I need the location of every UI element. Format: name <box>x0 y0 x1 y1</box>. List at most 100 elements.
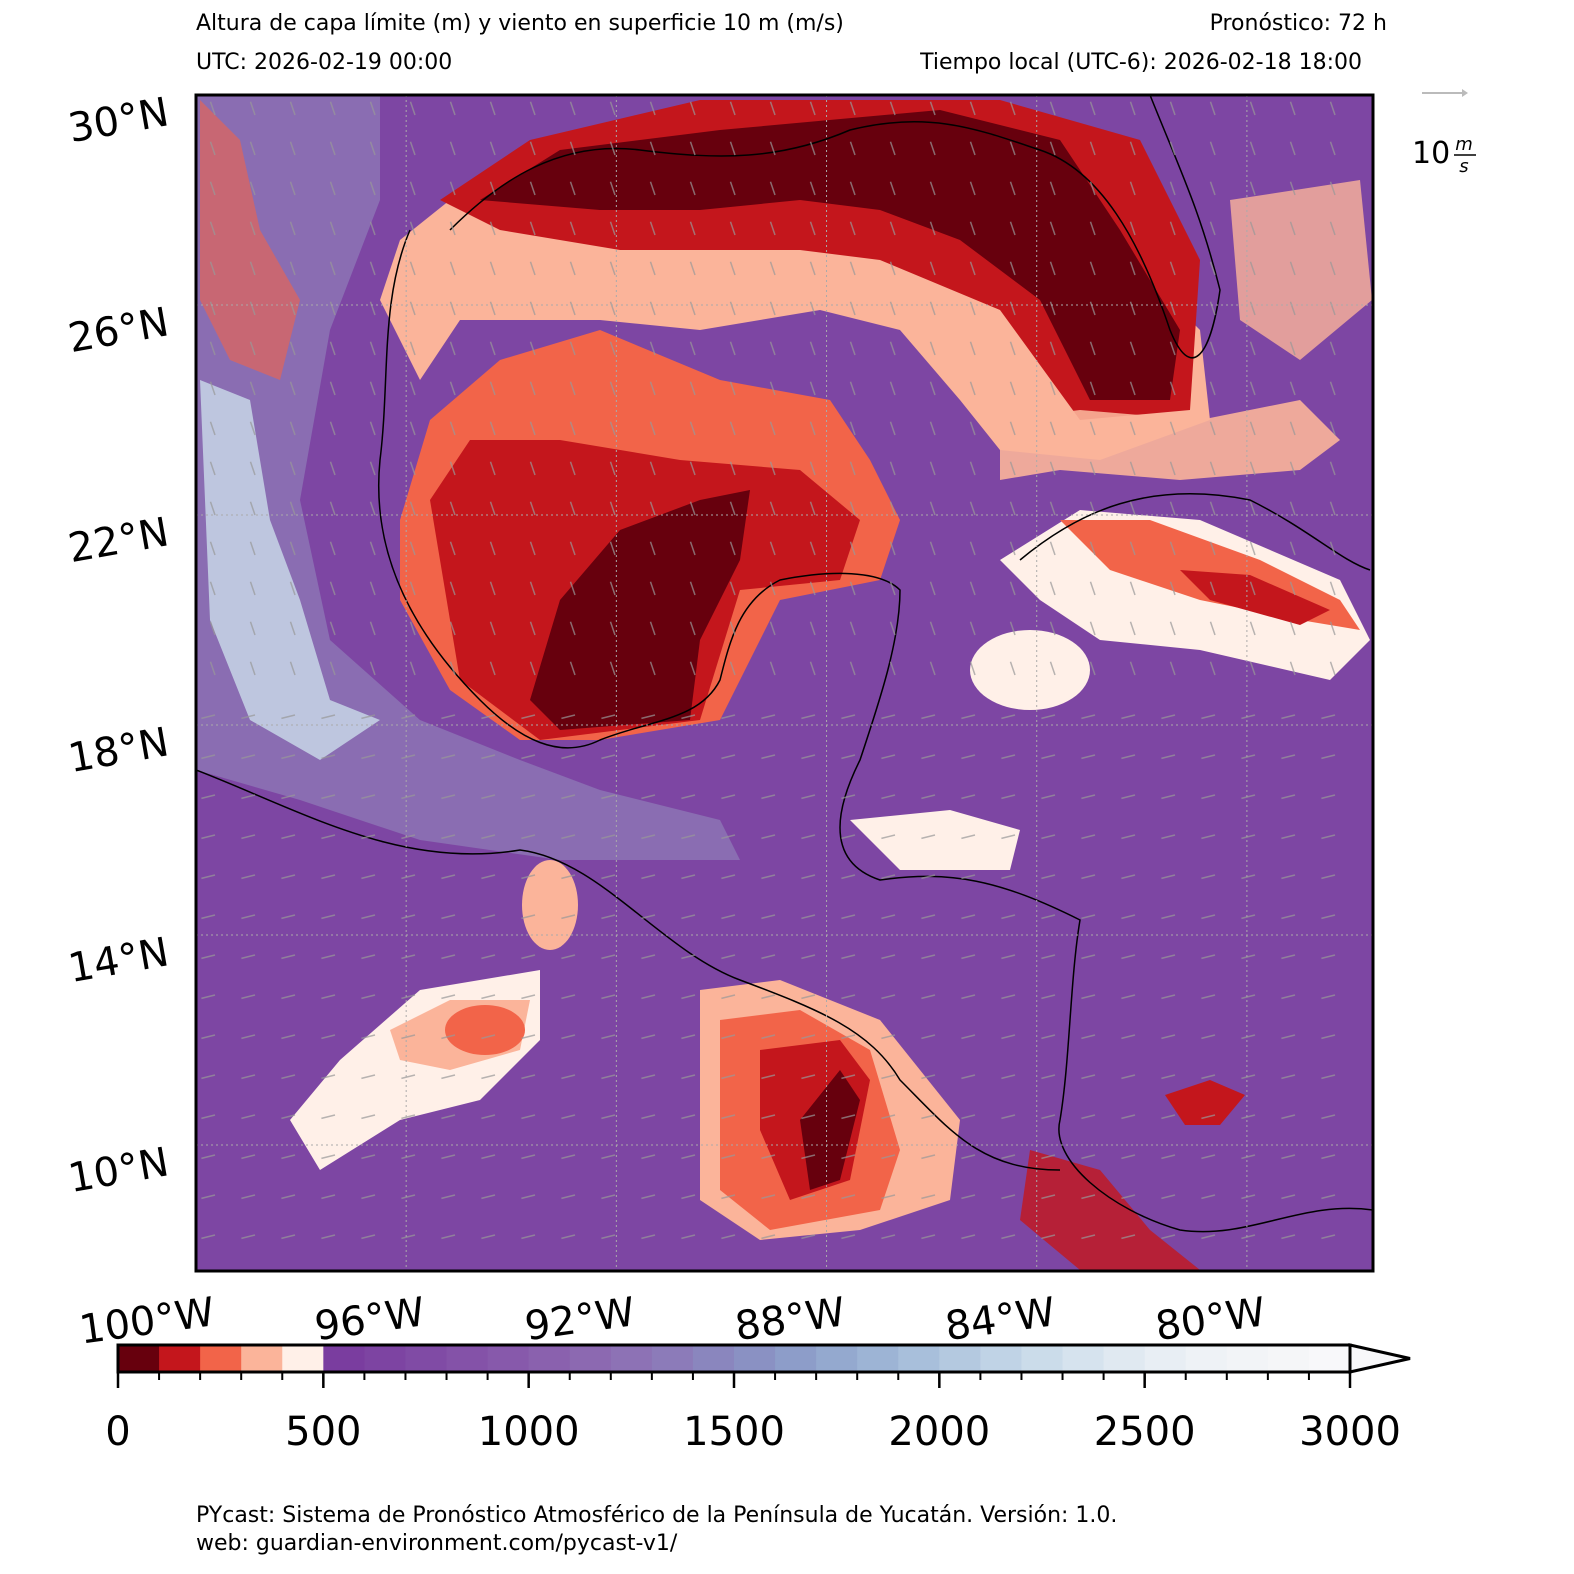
wind-arrow <box>969 301 976 316</box>
wind-arrow <box>841 914 856 920</box>
wind-arrow <box>409 221 416 236</box>
wind-arrow <box>1241 1234 1256 1240</box>
wind-arrow <box>409 341 416 356</box>
wind-arrow <box>1169 621 1176 636</box>
wind-arrow <box>361 914 376 920</box>
wind-arrow <box>289 581 296 596</box>
colorbar-tick-label: 1000 <box>478 1409 580 1455</box>
wind-arrow <box>1081 1154 1096 1160</box>
utc-time: UTC: 2026-02-19 00:00 <box>196 50 452 75</box>
wind-arrow <box>1089 301 1096 316</box>
wind-arrow <box>289 341 296 356</box>
wind-arrow <box>841 714 856 720</box>
wind-arrow <box>489 101 496 116</box>
wind-arrow <box>1209 261 1216 276</box>
wind-arrow <box>1009 501 1016 516</box>
wind-arrow <box>489 221 496 236</box>
wind-arrow <box>249 141 256 156</box>
wind-arrow <box>209 221 216 236</box>
wind-arrow <box>1281 714 1296 720</box>
wind-arrow <box>241 794 256 800</box>
wind-arrow <box>1049 581 1056 596</box>
wind-arrow <box>1329 381 1336 396</box>
wind-arrow <box>1241 794 1256 800</box>
wind-arrow <box>329 181 336 196</box>
wind-arrow <box>529 141 536 156</box>
wind-arrow <box>1241 1074 1256 1080</box>
wind-arrow <box>769 461 776 476</box>
wind-arrow <box>849 301 856 316</box>
wind-arrow <box>289 141 296 156</box>
wind-arrow <box>1169 181 1176 196</box>
wind-arrow <box>1049 141 1056 156</box>
colorbar-bin <box>1226 1345 1269 1372</box>
wind-arrow <box>1121 754 1136 760</box>
wind-arrow <box>1121 1234 1136 1240</box>
wind-arrow <box>369 541 376 556</box>
wind-arrow <box>361 714 376 720</box>
wind-arrow <box>289 101 296 116</box>
wind-arrow <box>1201 754 1216 760</box>
wind-arrow <box>1321 874 1336 880</box>
wind-arrow <box>1129 461 1136 476</box>
wind-arrow <box>1081 954 1096 960</box>
wind-arrow <box>809 221 816 236</box>
wind-arrow <box>289 461 296 476</box>
wind-arrow <box>281 714 296 720</box>
wind-arrow <box>889 221 896 236</box>
wind-arrow <box>521 1234 536 1240</box>
wind-arrow <box>409 661 416 676</box>
wind-arrow <box>281 1154 296 1160</box>
wind-arrow <box>881 954 896 960</box>
wind-arrow <box>689 341 696 356</box>
wind-arrow <box>601 914 616 920</box>
wind-arrow <box>1209 461 1216 476</box>
wind-arrow <box>1041 1034 1056 1040</box>
wind-arrow <box>481 1034 496 1040</box>
wind-arrow <box>569 141 576 156</box>
wind-arrow <box>1041 794 1056 800</box>
wind-arrow <box>561 874 576 880</box>
wind-arrow <box>889 261 896 276</box>
wind-arrow <box>289 261 296 276</box>
lon-tick-label: 88°W <box>732 1289 848 1350</box>
wind-arrow <box>729 141 736 156</box>
wind-arrow <box>401 954 416 960</box>
wind-arrow <box>729 541 736 556</box>
wind-arrow <box>201 1154 216 1160</box>
wind-arrow <box>681 754 696 760</box>
wind-arrow <box>601 994 616 1000</box>
wind-arrow <box>849 221 856 236</box>
wind-arrow <box>881 1194 896 1200</box>
wind-arrow <box>609 421 616 436</box>
wind-arrow <box>809 341 816 356</box>
wind-arrow <box>561 954 576 960</box>
wind-arrow <box>1089 661 1096 676</box>
wind-arrow <box>561 754 576 760</box>
wind-arrow <box>1169 341 1176 356</box>
wind-arrow <box>481 754 496 760</box>
wind-arrow <box>809 621 816 636</box>
wind-arrow <box>569 301 576 316</box>
wind-arrow <box>929 461 936 476</box>
wind-arrow <box>401 1034 416 1040</box>
wind-arrow <box>841 1074 856 1080</box>
lat-tick-label: 30°N <box>65 89 172 152</box>
wind-arrow <box>1041 1154 1056 1160</box>
wind-arrow <box>321 714 336 720</box>
wind-arrow <box>489 541 496 556</box>
wind-arrow <box>409 581 416 596</box>
wind-arrow <box>361 1074 376 1080</box>
wind-arrow <box>801 1194 816 1200</box>
wind-arrow <box>1289 501 1296 516</box>
wind-arrow <box>849 621 856 636</box>
wind-arrow <box>769 221 776 236</box>
wind-arrow <box>729 581 736 596</box>
colorbar-bin <box>446 1345 489 1372</box>
wind-arrow <box>321 1154 336 1160</box>
wind-arrow <box>1249 261 1256 276</box>
wind-arrow <box>649 341 656 356</box>
wind-arrow <box>321 914 336 920</box>
wind-arrow <box>689 421 696 436</box>
wind-arrow <box>889 301 896 316</box>
